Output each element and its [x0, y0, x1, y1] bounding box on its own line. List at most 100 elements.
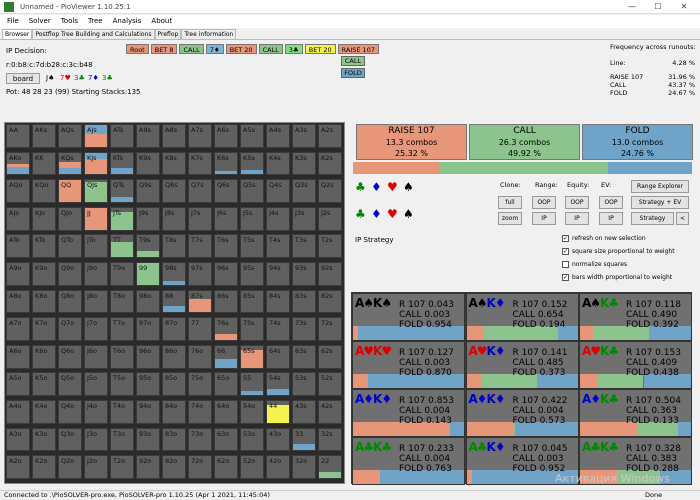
hand-cell[interactable]: K4s — [266, 151, 290, 176]
hand-cell[interactable]: Q2s — [318, 179, 342, 204]
hand-cell[interactable]: KTo — [32, 234, 56, 259]
equity-ip-button[interactable]: IP — [565, 212, 589, 225]
hand-cell[interactable]: JTo — [84, 234, 108, 259]
hand-cell[interactable]: 73s — [292, 317, 316, 342]
hand-cell[interactable]: J7s — [188, 206, 212, 231]
combo-cell[interactable]: A♦K♣ R 107 0.504 CALL 0.363 FOLD 0.133 — [579, 389, 692, 437]
combo-cell[interactable]: A♦K♦ R 107 0.422 CALL 0.004 FOLD 0.573 — [465, 389, 579, 437]
hand-cell[interactable]: KTs — [110, 151, 134, 176]
hand-cell[interactable]: AJs — [84, 124, 108, 148]
hand-cell[interactable]: K5s — [240, 151, 264, 176]
hand-cell[interactable]: Q3o — [58, 427, 82, 452]
hand-cell[interactable]: 63o — [214, 427, 238, 452]
menu-solver[interactable]: Solver — [28, 17, 51, 25]
diamond-suit-icon[interactable]: ♦ — [371, 180, 382, 194]
spade-suit-icon[interactable]: ♠ — [403, 180, 414, 194]
combo-cell[interactable]: A♣K♦ R 107 0.045 CALL 0.003 FOLD 0.952 — [465, 437, 579, 485]
combo-cell[interactable]: A♠K♣ R 107 0.118 CALL 0.490 FOLD 0.392 — [579, 293, 692, 341]
hand-cell[interactable]: K9o — [32, 262, 56, 286]
combo-cell[interactable]: A♥K♥ R 107 0.127 CALL 0.003 FOLD 0.870 — [352, 341, 465, 389]
hand-cell[interactable]: T2o — [110, 455, 134, 480]
breadcrumb-bet-20[interactable]: BET 20 — [225, 44, 257, 54]
hand-cell[interactable]: TT — [110, 234, 134, 259]
hand-cell[interactable]: Q6s — [214, 179, 238, 204]
strategy-button[interactable]: Strategy — [631, 212, 674, 225]
hand-cell[interactable]: Q3s — [292, 179, 316, 204]
close-button[interactable]: ✕ — [680, 2, 688, 11]
hand-cell[interactable]: 43o — [266, 427, 290, 452]
hand-cell[interactable]: Q4s — [266, 179, 290, 204]
square-size-checkbox[interactable]: ✓ square size proportional to weight — [562, 248, 675, 255]
hand-cell[interactable]: K8s — [162, 151, 186, 176]
hand-cell[interactable]: 63s — [292, 344, 316, 369]
breadcrumb-call[interactable]: CALL — [179, 44, 204, 54]
hand-cell[interactable]: QJs — [84, 179, 108, 204]
hand-cell[interactable]: Q9s — [136, 179, 160, 204]
hand-cell[interactable]: 95s — [240, 262, 264, 286]
hand-cell[interactable]: A8o — [6, 289, 30, 314]
hand-cell[interactable]: 83o — [162, 427, 186, 452]
menu-tools[interactable]: Tools — [60, 17, 78, 25]
hand-cell[interactable]: J2s — [318, 206, 342, 231]
hand-cell[interactable]: Q5s — [240, 179, 264, 204]
hand-cell[interactable]: KJo — [32, 206, 56, 231]
hand-cell[interactable]: K6o — [32, 344, 56, 369]
hand-cell[interactable]: T3s — [292, 234, 316, 259]
hand-range-grid[interactable]: AA AKs AQs AJs ATs A9s A8s A7s A6s A5s A4s A3s A2s AK… — [4, 122, 345, 484]
hand-cell[interactable]: J5s — [240, 206, 264, 231]
hand-cell[interactable]: 75o — [188, 372, 212, 397]
hand-cell[interactable]: Q6o — [58, 344, 82, 369]
hand-cell[interactable]: 53s — [292, 372, 316, 397]
hand-cell[interactable]: 98o — [136, 289, 160, 314]
hand-cell[interactable]: K2o — [32, 455, 56, 480]
hand-cell[interactable]: J5o — [84, 372, 108, 397]
hand-cell[interactable]: Q7s — [188, 179, 212, 204]
hand-cell[interactable]: 54s — [266, 372, 290, 397]
breadcrumb-call[interactable]: CALL — [258, 44, 283, 54]
hand-cell[interactable]: 22 — [318, 455, 342, 480]
hand-cell[interactable]: 64o — [214, 400, 238, 424]
hand-cell[interactable]: 99 — [136, 262, 160, 286]
combo-cell[interactable]: A♦K♦ R 107 0.853 CALL 0.004 FOLD 0.143 — [352, 389, 465, 437]
hand-cell[interactable]: KQs — [58, 151, 82, 176]
hand-cell[interactable]: AQo — [6, 179, 30, 204]
hand-cell[interactable]: JTs — [110, 206, 134, 231]
ev-oop-button[interactable]: OOP — [599, 196, 623, 209]
menu-analysis[interactable]: Analysis — [112, 17, 142, 25]
maximize-button[interactable]: ☐ — [654, 2, 662, 11]
hand-cell[interactable]: A8s — [162, 124, 186, 148]
hand-cell[interactable]: T8s — [162, 234, 186, 259]
hand-cell[interactable]: 77 — [188, 317, 212, 342]
hand-cell[interactable]: Q8s — [162, 179, 186, 204]
combo-cell[interactable]: A♥K♦ R 107 0.141 CALL 0.485 FOLD 0.373 — [465, 341, 579, 389]
hand-cell[interactable]: 94o — [136, 400, 160, 424]
hand-cell[interactable]: 86o — [162, 344, 186, 369]
hand-cell[interactable]: 53o — [240, 427, 264, 452]
hand-cell[interactable]: T3o — [110, 427, 134, 452]
zoom-button[interactable]: zoom — [498, 212, 522, 225]
menu-file[interactable]: File — [7, 17, 19, 25]
tab-postflop-tree[interactable]: Postflop Tree Building and Calculations — [32, 29, 155, 39]
hand-cell[interactable]: 32s — [318, 427, 342, 452]
heart-suit-icon[interactable]: ♥ — [387, 207, 398, 221]
menu-about[interactable]: About — [151, 17, 173, 25]
normalize-checkbox[interactable]: normalize squares — [562, 261, 627, 268]
hand-cell[interactable]: ATo — [6, 234, 30, 259]
hand-cell[interactable]: A6o — [6, 344, 30, 369]
hand-cell[interactable]: A9s — [136, 124, 160, 148]
hand-cell[interactable]: Q4o — [58, 400, 82, 424]
hand-cell[interactable]: Q8o — [58, 289, 82, 314]
combo-cell[interactable]: A♠K♠ R 107 0.043 CALL 0.003 FOLD 0.954 — [352, 293, 465, 341]
hand-cell[interactable]: J6s — [214, 206, 238, 231]
hand-cell[interactable]: 84s — [266, 289, 290, 314]
hand-cell[interactable]: A3o — [6, 427, 30, 452]
hand-cell[interactable]: 92o — [136, 455, 160, 480]
hand-cell[interactable]: 93o — [136, 427, 160, 452]
breadcrumb-bet-20[interactable]: BET 20 — [304, 44, 336, 54]
hand-cell[interactable]: 65o — [214, 372, 238, 397]
spade-suit-icon[interactable]: ♠ — [403, 207, 414, 221]
board-button[interactable]: board — [6, 73, 40, 84]
hand-cell[interactable]: A3s — [292, 124, 316, 148]
heart-suit-icon[interactable]: ♥ — [387, 180, 398, 194]
hand-cell[interactable]: QTs — [110, 179, 134, 204]
